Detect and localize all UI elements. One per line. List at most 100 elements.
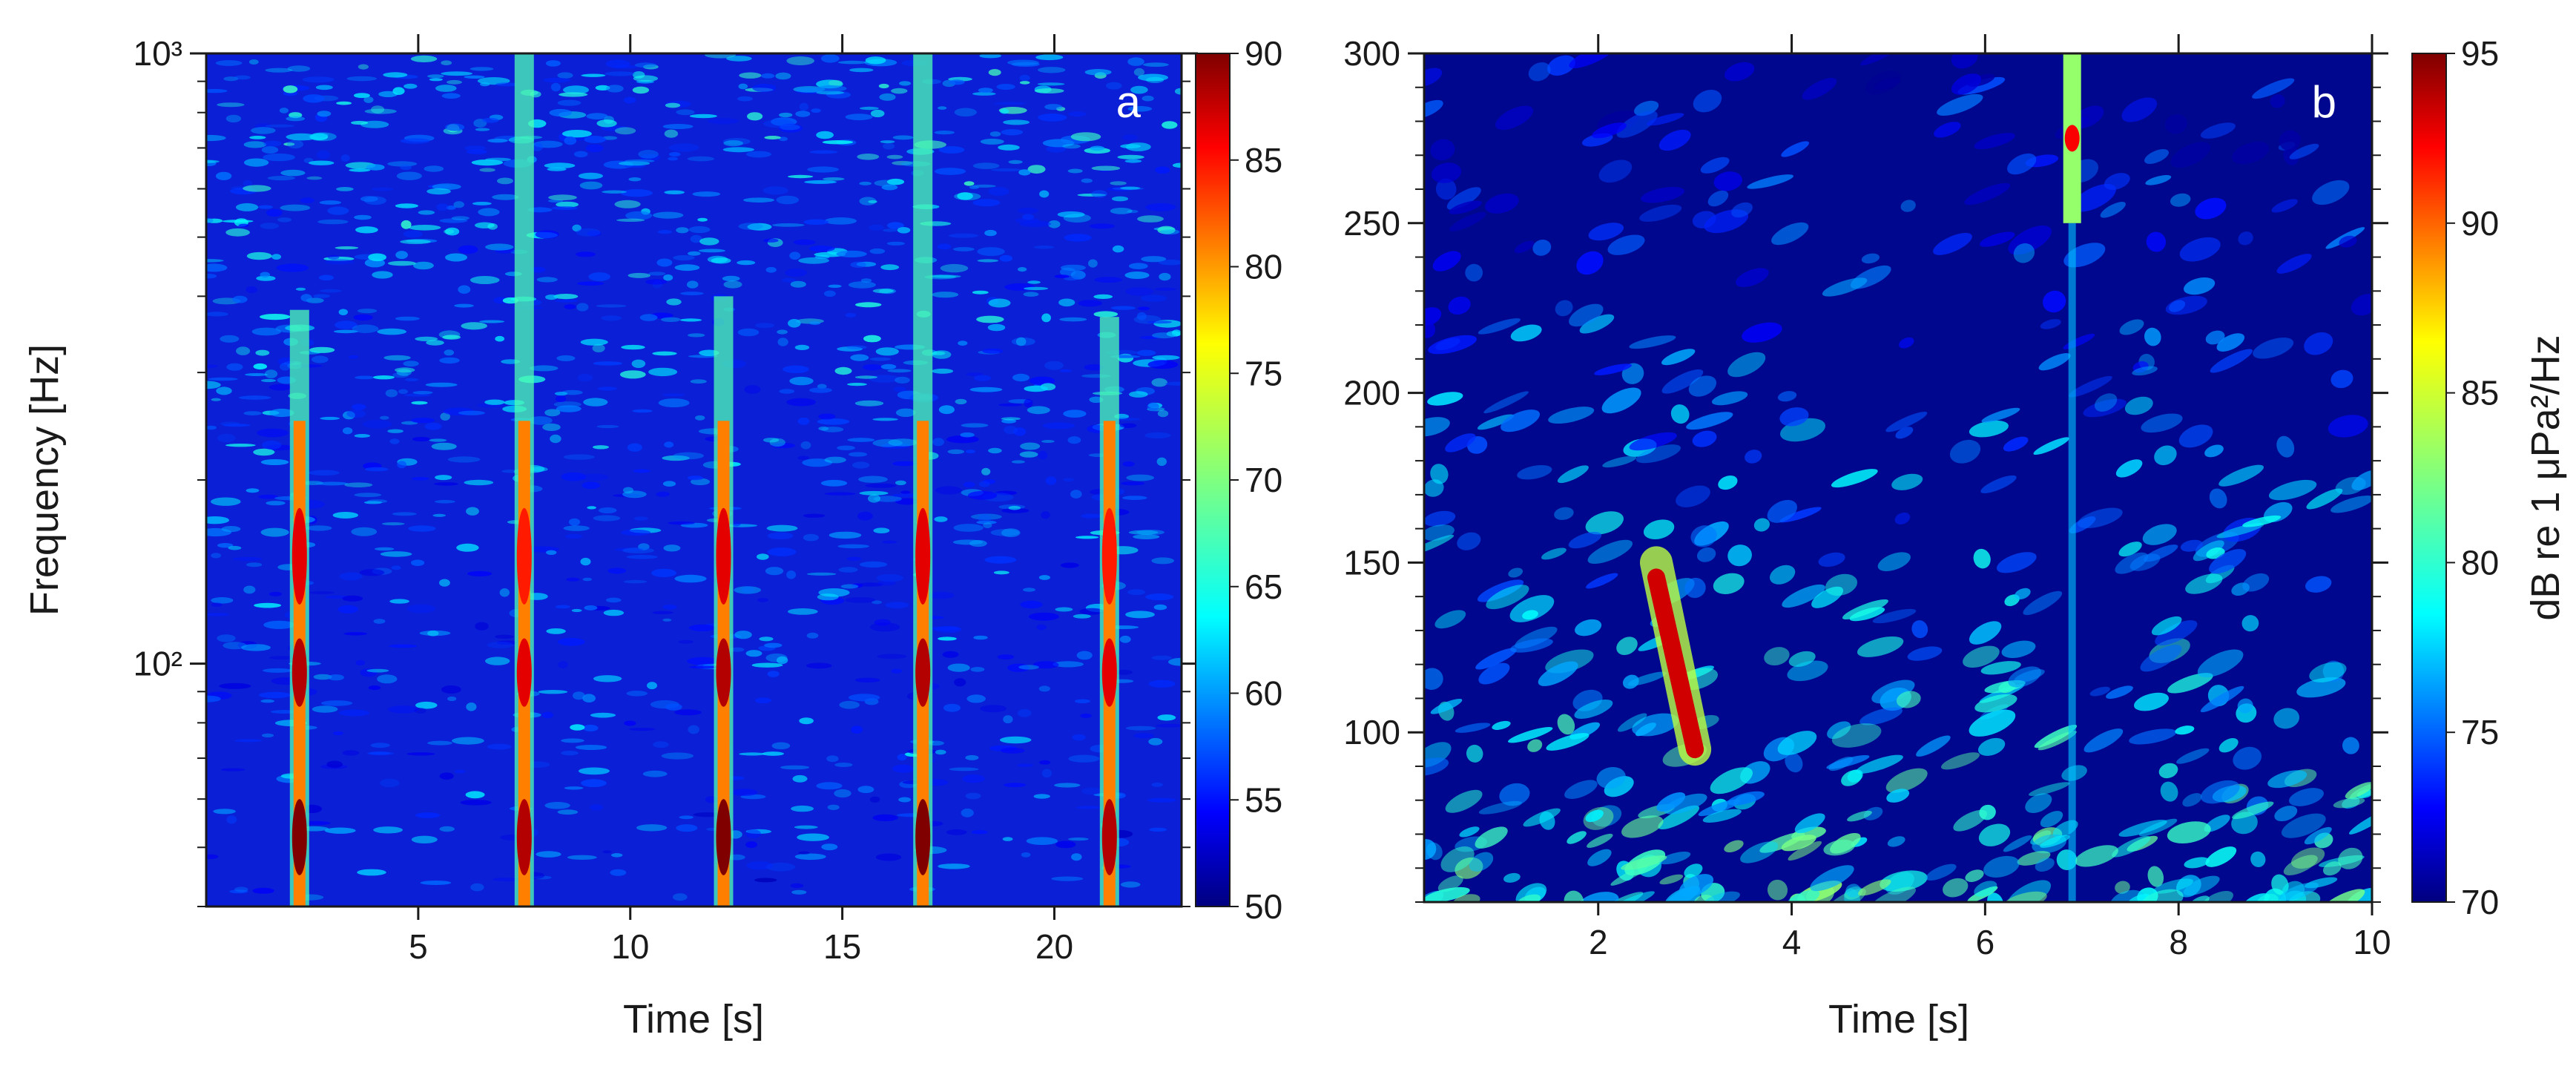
spectrogram-a-noise-blob (256, 275, 276, 281)
spectrogram-a-noise-blob (982, 348, 1004, 354)
spectrogram-a-noise-blob (309, 346, 335, 353)
colorbar-b (2411, 53, 2447, 903)
spectrogram-a-noise-blob (965, 450, 975, 454)
spectrogram-a-noise-blob (313, 294, 330, 298)
spectrogram-a-noise-blob (1024, 398, 1033, 408)
spectrogram-a-noise-blob (628, 177, 642, 182)
spectrogram-a-noise-blob (1110, 181, 1127, 185)
spectrogram-b-noise-blob (1977, 737, 2006, 756)
spectrogram-a-noise-blob (458, 285, 471, 294)
spectrogram-b-noise-blob (1831, 723, 1882, 748)
call-a-1-core (291, 799, 307, 875)
spectrogram-b-noise-blob (1788, 840, 1822, 861)
spectrogram-a-noise-blob (206, 854, 219, 859)
spectrogram-a-noise-blob (217, 102, 245, 108)
spectrogram-a-noise-blob (381, 522, 405, 526)
spectrogram-a-noise-blob (251, 327, 281, 336)
spectrogram-a-noise-blob (638, 543, 650, 550)
spectrogram-a-noise-blob (847, 383, 867, 386)
spectrogram-a-noise-blob (794, 853, 826, 861)
spectrogram-b-noise-blob (1767, 499, 1797, 523)
x-tick-label: 2 (1589, 923, 1608, 961)
spectrogram-b-noise-blob (2129, 728, 2177, 745)
spectrogram-a-noise-blob (744, 385, 761, 394)
spectrogram-a-noise-blob (1110, 208, 1133, 214)
spectrogram-a-noise-blob (1012, 373, 1030, 382)
spectrogram-a-noise-blob (771, 742, 791, 750)
spectrogram-a-noise-blob (957, 192, 973, 200)
spectrogram-a-noise-blob (323, 256, 355, 261)
spectrogram-a-noise-blob (213, 809, 236, 815)
spectrogram-a-noise-blob (789, 251, 801, 260)
spectrogram-a-noise-blob (780, 765, 810, 770)
spectrogram-a-noise-blob (561, 751, 579, 756)
colorbar-tick-label: 90 (1245, 34, 1282, 73)
spectrogram-a-noise-blob (848, 694, 880, 702)
spectrogram-a-noise-blob (607, 567, 627, 574)
spectrogram-a-noise-blob (978, 481, 990, 487)
spectrogram-a-noise-blob (401, 421, 418, 425)
spectrogram-a-noise-blob (429, 78, 443, 82)
spectrogram-a-noise-blob (335, 320, 358, 329)
spectrogram-a-noise-blob (606, 85, 624, 93)
spectrogram-a-noise-blob (949, 767, 979, 771)
spectrogram-a-noise-blob (447, 79, 462, 85)
spectrogram-a-noise-blob (556, 355, 576, 361)
spectrogram-a-noise-blob (1125, 611, 1155, 619)
spectrogram-b-noise-blob (1428, 335, 1477, 355)
spectrogram-a-noise-blob (1147, 360, 1179, 369)
spectrogram-b-noise-blob (1742, 322, 1782, 343)
spectrogram-a-noise-blob (893, 386, 906, 392)
spectrogram-a-noise-blob (1039, 190, 1050, 198)
spectrogram-b-noise-blob (1424, 320, 1435, 338)
spectrogram-a-noise-blob (343, 411, 355, 420)
spectrogram-a-noise-blob (258, 691, 291, 699)
spectrogram-b-noise-blob (1980, 661, 2021, 675)
spectrogram-a-noise-blob (934, 168, 966, 175)
spectrogram-b-noise-blob (1601, 387, 1641, 414)
spectrogram-a-noise-blob (581, 73, 606, 77)
spectrogram-a-noise-blob (762, 186, 788, 195)
spectrogram-a-noise-blob (946, 829, 967, 835)
spectrogram-a-noise-blob (234, 739, 263, 743)
spectrogram-a-noise-blob (849, 68, 874, 73)
spectrogram-a-noise-blob (793, 239, 816, 246)
spectrogram-a-noise-blob (947, 449, 965, 455)
spectrogram-a-noise-blob (948, 233, 979, 238)
spectrogram-b-noise-blob (2008, 225, 2052, 255)
spectrogram-b-noise-blob (1711, 391, 1748, 406)
spectrogram-b-noise-blob (1949, 439, 1981, 464)
spectrogram-b-noise-blob (1727, 544, 1752, 567)
call-b-2-core (2064, 125, 2080, 152)
spectrogram-a-noise-blob (1156, 457, 1167, 466)
spectrogram-a-noise-blob (741, 586, 755, 593)
spectrogram-b-noise-blob (1777, 391, 1797, 402)
spectrogram-a-noise-blob (857, 154, 880, 160)
spectrogram-b-noise-blob (1713, 573, 1745, 594)
spectrogram-a-noise-blob (1041, 313, 1051, 323)
spectrogram-a-noise-blob (972, 290, 989, 295)
spectrogram-a-noise-blob (410, 55, 438, 62)
spectrogram-a-noise-blob (1063, 478, 1074, 481)
spectrogram-a-noise-blob (786, 398, 816, 407)
spectrogram-a-noise-blob (475, 222, 495, 228)
y-tick-label: 10² (134, 645, 182, 683)
spectrogram-a-noise-blob (228, 545, 242, 550)
spectrogram-a-noise-blob (664, 190, 685, 194)
spectrogram-a-noise-blob (638, 150, 659, 159)
spectrogram-a-noise-blob (786, 570, 797, 579)
spectrogram-a-noise-blob (269, 384, 292, 391)
spectrogram-a-noise-blob (895, 408, 916, 417)
spectrogram-a-noise-blob (798, 257, 829, 264)
spectrogram-b-noise-blob (2283, 855, 2318, 875)
spectrogram-a-noise-blob (383, 72, 408, 78)
spectrogram-a (206, 53, 1182, 907)
spectrogram-a-noise-blob (851, 726, 863, 734)
spectrogram-a-noise-blob (834, 789, 851, 798)
spectrogram-b-noise-blob (2291, 847, 2325, 869)
spectrogram-b-noise-blob (1647, 113, 1684, 126)
spectrogram-a-noise-blob (446, 205, 456, 210)
spectrogram-a-noise-blob (629, 728, 656, 731)
spectrogram-a-noise-blob (829, 79, 843, 87)
spectrogram-a-noise-blob (688, 251, 701, 256)
